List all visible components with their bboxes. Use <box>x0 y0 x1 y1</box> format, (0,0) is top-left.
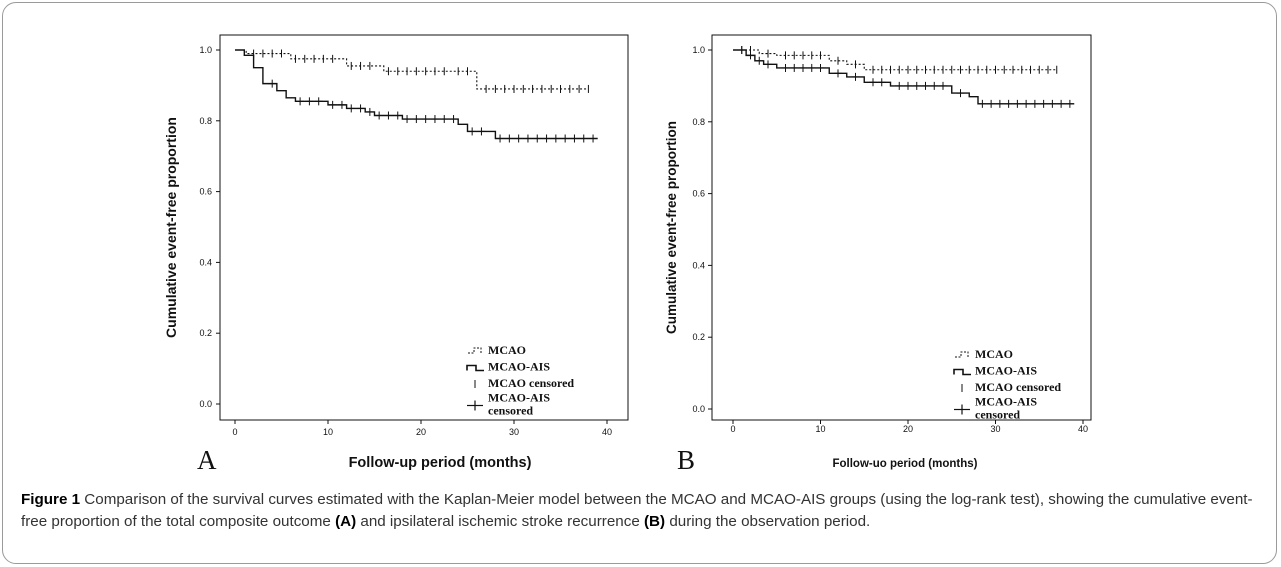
panel-a-y-tick-label: 0.6 <box>199 187 212 197</box>
panel-a-y-axis-label: Cumulative event-free proportion <box>163 117 179 338</box>
panel-b-y-tick-label: 0.6 <box>692 189 705 199</box>
panel-a-x-tick-label: 0 <box>232 427 237 437</box>
panel-b-legend-label-mcao-censored: MCAO censored <box>975 380 1061 394</box>
panel-a-y-tick-label: 0.0 <box>199 399 212 409</box>
caption-text-3: during the observation period. <box>665 513 871 530</box>
panel-b-legend-key-mcao <box>955 351 969 358</box>
panel-b-series-mcao-ais-line <box>733 49 1075 105</box>
panel-a-x-axis-label: Follow-up period (months) <box>349 455 532 471</box>
panel-a-plot-frame <box>219 34 629 421</box>
caption-ref-b: (B) <box>644 513 666 530</box>
panel-a-y-tick-label: 1.0 <box>199 45 212 55</box>
panel-a-legend-label-mcao-ais-censored: MCAO-AIS censored <box>488 391 550 418</box>
caption-text-2: and ipsilateral ischemic stroke recurren… <box>356 513 644 530</box>
figure-caption: Figure 1 Comparison of the survival curv… <box>21 489 1261 533</box>
panel-b-y-tick-label: 0.4 <box>692 260 705 270</box>
panel-b-y-axis-label: Cumulative event-free proportion <box>664 121 679 334</box>
panel-b-x-tick-label: 20 <box>903 424 913 434</box>
panel-a-series-mcao-line <box>235 49 589 90</box>
panel-b-legend-label-mcao: MCAO <box>975 347 1013 361</box>
panel-a-y-tick-label: 0.8 <box>199 116 212 126</box>
panel-a-legend-label-mcao: MCAO <box>488 343 526 357</box>
panel-a-y-tick-label: 0.2 <box>199 328 212 338</box>
panel-a-series-mcao-ais-line <box>235 49 598 140</box>
caption-ref-a: (A) <box>335 513 357 530</box>
caption-label: Figure 1 <box>21 491 81 508</box>
panel-b-x-tick-label: 0 <box>730 424 735 434</box>
panel-a-y-tick-label: 0.4 <box>199 257 212 267</box>
caption-text-1: Comparison of the survival curves estima… <box>21 491 1253 530</box>
panel-a-legend-key-mcao-ais <box>466 364 484 372</box>
panel-a-legend-key-mcao <box>468 347 482 354</box>
panel-b-legend-label-mcao-ais: MCAO-AIS <box>975 364 1037 378</box>
panel-b-y-tick-label: 0.0 <box>692 404 705 414</box>
panel-b-legend-label-mcao-ais-censored: MCAO-AIS censored <box>975 395 1037 422</box>
panel-b-y-tick-label: 0.2 <box>692 332 705 342</box>
panel-b-x-tick-label: 10 <box>815 424 825 434</box>
panel-a-x-tick-label: 40 <box>602 427 612 437</box>
panel-b-y-tick-label: 1.0 <box>692 45 705 55</box>
panel-a-x-tick-label: 10 <box>323 427 333 437</box>
panel-a-x-tick-label: 20 <box>416 427 426 437</box>
panel-b-panel-label: B <box>677 445 695 475</box>
panel-b-y-tick-label: 0.8 <box>692 117 705 127</box>
panel-a-legend-label-mcao-ais: MCAO-AIS <box>488 360 550 374</box>
panel-b-legend-key-mcao-ais <box>953 368 971 376</box>
panel-a-legend-label-mcao-censored: MCAO censored <box>488 376 574 390</box>
panel-b-x-axis-label: Follow-uo period (months) <box>832 458 977 470</box>
panel-b-series-mcao-line <box>733 49 1057 71</box>
panel-b-plot-frame <box>711 34 1092 421</box>
panel-a-panel-label: A <box>197 445 217 475</box>
panel-b-x-tick-label: 30 <box>990 424 1000 434</box>
panel-b-x-tick-label: 40 <box>1078 424 1088 434</box>
panel-a-x-tick-label: 30 <box>509 427 519 437</box>
